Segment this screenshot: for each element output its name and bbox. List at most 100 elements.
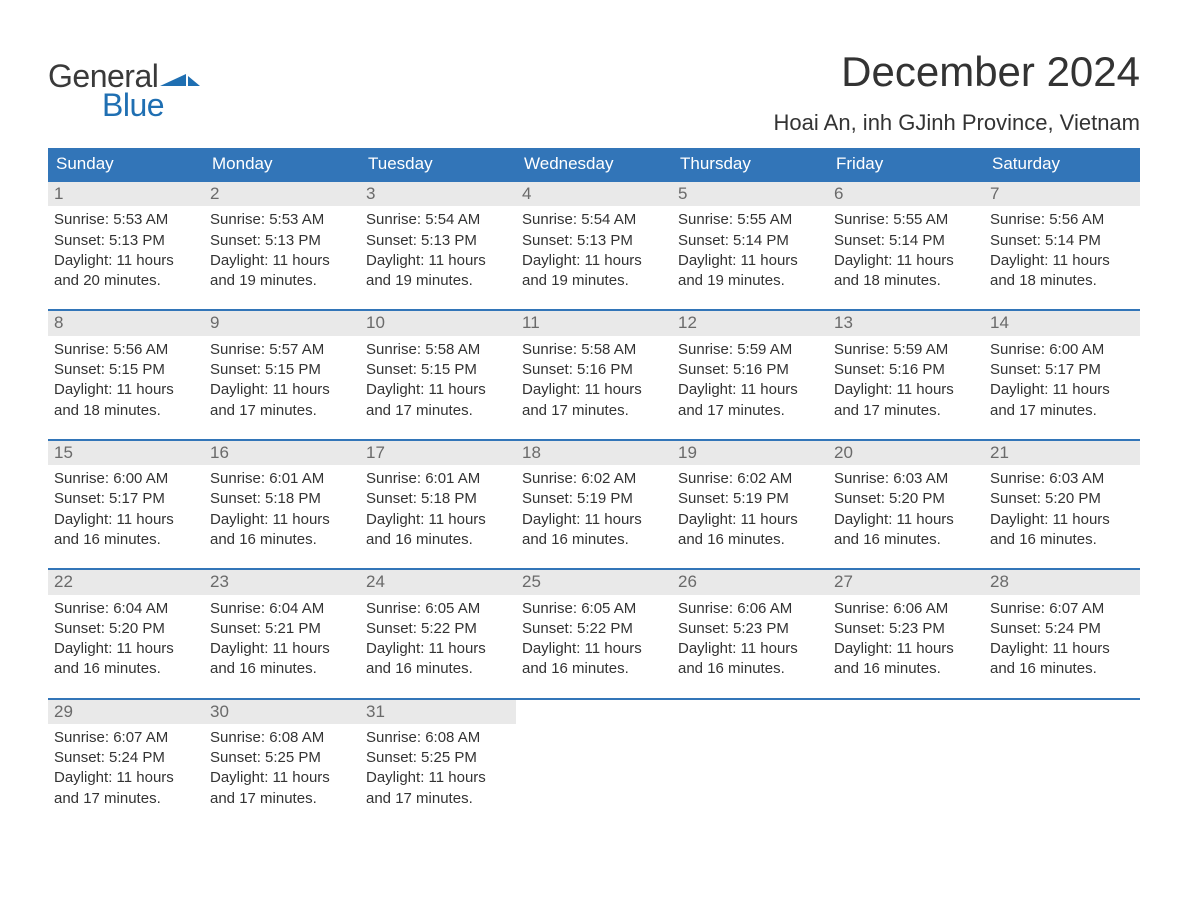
sunrise-line: Sunrise: 6:05 AM bbox=[366, 599, 510, 619]
day-content: Sunrise: 5:56 AMSunset: 5:14 PMDaylight:… bbox=[984, 206, 1140, 309]
day-number: 26 bbox=[672, 570, 828, 594]
sunrise-line: Sunrise: 5:53 AM bbox=[54, 210, 198, 230]
sunrise-line: Sunrise: 6:00 AM bbox=[54, 469, 198, 489]
daylight-line-1: Daylight: 11 hours bbox=[54, 639, 198, 659]
sunset-line: Sunset: 5:16 PM bbox=[522, 360, 666, 380]
daylight-line-2: and 19 minutes. bbox=[522, 271, 666, 291]
day-content: Sunrise: 6:02 AMSunset: 5:19 PMDaylight:… bbox=[672, 465, 828, 568]
day-content: Sunrise: 6:01 AMSunset: 5:18 PMDaylight:… bbox=[204, 465, 360, 568]
day-number: 27 bbox=[828, 570, 984, 594]
daylight-line-1: Daylight: 11 hours bbox=[834, 510, 978, 530]
daylight-line-2: and 17 minutes. bbox=[210, 401, 354, 421]
day-cell: 3Sunrise: 5:54 AMSunset: 5:13 PMDaylight… bbox=[360, 182, 516, 309]
sunset-line: Sunset: 5:16 PM bbox=[678, 360, 822, 380]
daylight-line-1: Daylight: 11 hours bbox=[990, 251, 1134, 271]
sunset-line: Sunset: 5:19 PM bbox=[522, 489, 666, 509]
sunset-line: Sunset: 5:18 PM bbox=[210, 489, 354, 509]
day-content: Sunrise: 6:06 AMSunset: 5:23 PMDaylight:… bbox=[828, 595, 984, 698]
day-cell: 24Sunrise: 6:05 AMSunset: 5:22 PMDayligh… bbox=[360, 570, 516, 697]
sunrise-line: Sunrise: 5:59 AM bbox=[834, 340, 978, 360]
day-content: Sunrise: 6:07 AMSunset: 5:24 PMDaylight:… bbox=[984, 595, 1140, 698]
daylight-line-2: and 17 minutes. bbox=[990, 401, 1134, 421]
sunset-line: Sunset: 5:21 PM bbox=[210, 619, 354, 639]
sunset-line: Sunset: 5:19 PM bbox=[678, 489, 822, 509]
day-content: Sunrise: 6:03 AMSunset: 5:20 PMDaylight:… bbox=[984, 465, 1140, 568]
day-cell: 16Sunrise: 6:01 AMSunset: 5:18 PMDayligh… bbox=[204, 441, 360, 568]
weekday-header: Monday bbox=[204, 148, 360, 180]
day-content: Sunrise: 6:07 AMSunset: 5:24 PMDaylight:… bbox=[48, 724, 204, 827]
day-number: 2 bbox=[204, 182, 360, 206]
sunrise-line: Sunrise: 5:55 AM bbox=[834, 210, 978, 230]
daylight-line-2: and 19 minutes. bbox=[366, 271, 510, 291]
daylight-line-1: Daylight: 11 hours bbox=[522, 251, 666, 271]
daylight-line-2: and 16 minutes. bbox=[522, 530, 666, 550]
page-root: General Blue December 2024 Hoai An, inh … bbox=[0, 0, 1188, 827]
daylight-line-1: Daylight: 11 hours bbox=[990, 380, 1134, 400]
daylight-line-2: and 16 minutes. bbox=[678, 530, 822, 550]
empty-day-cell bbox=[828, 700, 984, 827]
sunrise-line: Sunrise: 5:53 AM bbox=[210, 210, 354, 230]
daylight-line-1: Daylight: 11 hours bbox=[366, 380, 510, 400]
location-text: Hoai An, inh GJinh Province, Vietnam bbox=[774, 110, 1140, 136]
daylight-line-1: Daylight: 11 hours bbox=[678, 510, 822, 530]
day-number: 29 bbox=[48, 700, 204, 724]
day-content: Sunrise: 5:54 AMSunset: 5:13 PMDaylight:… bbox=[516, 206, 672, 309]
day-content: Sunrise: 5:59 AMSunset: 5:16 PMDaylight:… bbox=[672, 336, 828, 439]
daylight-line-2: and 16 minutes. bbox=[366, 530, 510, 550]
day-number: 5 bbox=[672, 182, 828, 206]
daylight-line-2: and 17 minutes. bbox=[366, 401, 510, 421]
daylight-line-1: Daylight: 11 hours bbox=[366, 251, 510, 271]
day-number: 4 bbox=[516, 182, 672, 206]
empty-day-cell bbox=[516, 700, 672, 827]
day-number: 10 bbox=[360, 311, 516, 335]
sunrise-line: Sunrise: 6:06 AM bbox=[678, 599, 822, 619]
day-number: 1 bbox=[48, 182, 204, 206]
day-cell: 10Sunrise: 5:58 AMSunset: 5:15 PMDayligh… bbox=[360, 311, 516, 438]
sunrise-line: Sunrise: 6:00 AM bbox=[990, 340, 1134, 360]
daylight-line-1: Daylight: 11 hours bbox=[54, 768, 198, 788]
day-cell: 25Sunrise: 6:05 AMSunset: 5:22 PMDayligh… bbox=[516, 570, 672, 697]
sunrise-line: Sunrise: 6:07 AM bbox=[990, 599, 1134, 619]
day-content: Sunrise: 6:05 AMSunset: 5:22 PMDaylight:… bbox=[516, 595, 672, 698]
daylight-line-1: Daylight: 11 hours bbox=[522, 639, 666, 659]
day-content: Sunrise: 6:01 AMSunset: 5:18 PMDaylight:… bbox=[360, 465, 516, 568]
sunset-line: Sunset: 5:23 PM bbox=[678, 619, 822, 639]
daylight-line-1: Daylight: 11 hours bbox=[366, 639, 510, 659]
calendar-grid: SundayMondayTuesdayWednesdayThursdayFrid… bbox=[48, 148, 1140, 827]
week-row: 15Sunrise: 6:00 AMSunset: 5:17 PMDayligh… bbox=[48, 439, 1140, 568]
day-number: 22 bbox=[48, 570, 204, 594]
daylight-line-2: and 16 minutes. bbox=[678, 659, 822, 679]
sunset-line: Sunset: 5:20 PM bbox=[834, 489, 978, 509]
weekday-header: Tuesday bbox=[360, 148, 516, 180]
daylight-line-2: and 19 minutes. bbox=[678, 271, 822, 291]
daylight-line-2: and 17 minutes. bbox=[54, 789, 198, 809]
title-block: December 2024 Hoai An, inh GJinh Provinc… bbox=[774, 48, 1140, 136]
daylight-line-2: and 16 minutes. bbox=[990, 530, 1134, 550]
daylight-line-2: and 16 minutes. bbox=[834, 530, 978, 550]
weekday-header-row: SundayMondayTuesdayWednesdayThursdayFrid… bbox=[48, 148, 1140, 180]
day-number: 24 bbox=[360, 570, 516, 594]
sunrise-line: Sunrise: 6:03 AM bbox=[990, 469, 1134, 489]
week-row: 29Sunrise: 6:07 AMSunset: 5:24 PMDayligh… bbox=[48, 698, 1140, 827]
daylight-line-2: and 19 minutes. bbox=[210, 271, 354, 291]
day-content: Sunrise: 5:57 AMSunset: 5:15 PMDaylight:… bbox=[204, 336, 360, 439]
day-cell: 22Sunrise: 6:04 AMSunset: 5:20 PMDayligh… bbox=[48, 570, 204, 697]
brand-logo: General Blue bbox=[48, 58, 200, 124]
sunrise-line: Sunrise: 6:04 AM bbox=[210, 599, 354, 619]
sunrise-line: Sunrise: 6:02 AM bbox=[522, 469, 666, 489]
day-content: Sunrise: 5:58 AMSunset: 5:16 PMDaylight:… bbox=[516, 336, 672, 439]
sunrise-line: Sunrise: 6:06 AM bbox=[834, 599, 978, 619]
sunset-line: Sunset: 5:17 PM bbox=[990, 360, 1134, 380]
daylight-line-1: Daylight: 11 hours bbox=[678, 380, 822, 400]
day-cell: 29Sunrise: 6:07 AMSunset: 5:24 PMDayligh… bbox=[48, 700, 204, 827]
sunrise-line: Sunrise: 5:58 AM bbox=[522, 340, 666, 360]
sunset-line: Sunset: 5:13 PM bbox=[522, 231, 666, 251]
brand-arrow-icon bbox=[160, 70, 200, 90]
day-content: Sunrise: 6:08 AMSunset: 5:25 PMDaylight:… bbox=[360, 724, 516, 827]
day-content: Sunrise: 5:55 AMSunset: 5:14 PMDaylight:… bbox=[828, 206, 984, 309]
brand-word-blue: Blue bbox=[102, 87, 164, 124]
day-number: 17 bbox=[360, 441, 516, 465]
daylight-line-2: and 17 minutes. bbox=[522, 401, 666, 421]
daylight-line-2: and 17 minutes. bbox=[366, 789, 510, 809]
day-number: 18 bbox=[516, 441, 672, 465]
